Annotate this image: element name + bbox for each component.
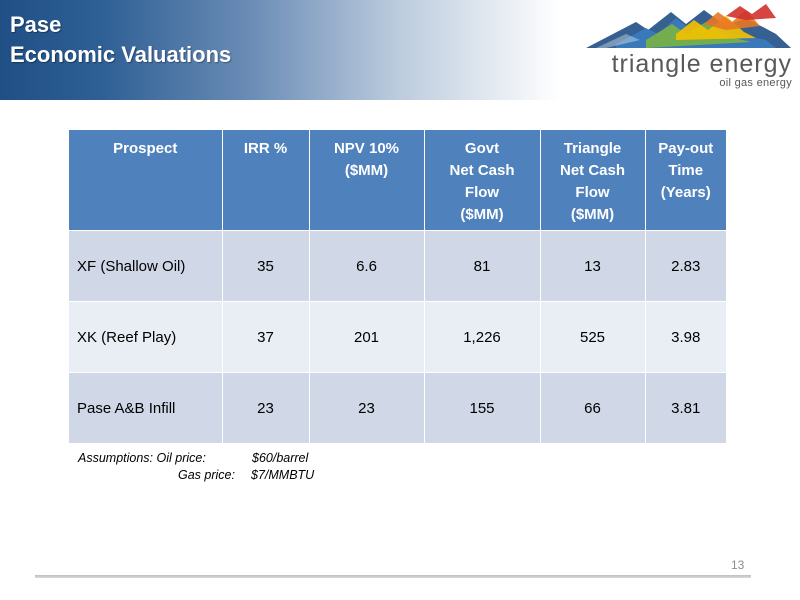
table-header-row: Prospect IRR % NPV 10% ($MM) Govt Net Cash…	[69, 130, 726, 231]
table-row: XK (Reef Play) 37 201 1,226 525 3.98	[69, 301, 726, 373]
table-row: XF (Shallow Oil) 35 6.6 81 13 2.83	[69, 230, 726, 302]
cell-triangle-ncf: 13	[540, 230, 646, 302]
cell-govt-ncf: 1,226	[424, 301, 541, 373]
cell-npv: 201	[309, 301, 425, 373]
cell-npv: 23	[309, 372, 425, 443]
cell-triangle-ncf: 525	[540, 301, 646, 373]
oil-price-label: Oil price:	[156, 451, 206, 465]
mountain-logo-icon	[586, 4, 791, 48]
title-band	[0, 0, 560, 100]
header-govt-net-cash-flow: Govt Net Cash Flow ($MM)	[424, 130, 541, 231]
cell-npv: 6.6	[309, 230, 425, 302]
table-row: Pase A&B Infill 23 23 155 66 3.81	[69, 372, 726, 443]
cell-payout: 3.98	[645, 301, 726, 373]
cell-prospect: XK (Reef Play)	[69, 301, 223, 373]
company-logo: triangle energy oil gas energy	[566, 4, 796, 92]
header-irr: IRR %	[222, 130, 310, 231]
cell-triangle-ncf: 66	[540, 372, 646, 443]
header-prospect: Prospect	[69, 130, 223, 231]
header-npv: NPV 10% ($MM)	[309, 130, 425, 231]
slide-title-line2: Economic Valuations	[10, 42, 232, 67]
footer-divider	[35, 575, 751, 578]
assumptions-label: Assumptions:	[78, 451, 154, 465]
cell-prospect: XF (Shallow Oil)	[69, 230, 223, 302]
slide-title-line1: Pase	[10, 12, 62, 37]
cell-irr: 37	[222, 301, 310, 373]
cell-irr: 23	[222, 372, 310, 443]
cell-payout: 3.81	[645, 372, 726, 443]
gas-price-label: Gas price:	[178, 468, 235, 482]
cell-payout: 2.83	[645, 230, 726, 302]
header-triangle-net-cash-flow: Triangle Net Cash Flow ($MM)	[540, 130, 646, 231]
cell-irr: 35	[222, 230, 310, 302]
gas-price-value: $7/MMBTU	[251, 468, 315, 482]
header-payout-time: Pay-out Time (Years)	[645, 130, 726, 231]
logo-tagline: oil gas energy	[719, 77, 792, 89]
cell-govt-ncf: 155	[424, 372, 541, 443]
cell-govt-ncf: 81	[424, 230, 541, 302]
cell-prospect: Pase A&B Infill	[69, 372, 223, 443]
slide-number: 13	[731, 558, 745, 572]
logo-wordmark: triangle energy	[611, 50, 792, 78]
slide-header: Pase Economic Valuations triangle energy…	[0, 0, 800, 100]
oil-price-value: $60/barrel	[252, 451, 309, 465]
economic-valuations-table: Prospect IRR % NPV 10% ($MM) Govt Net Cash…	[69, 130, 726, 443]
